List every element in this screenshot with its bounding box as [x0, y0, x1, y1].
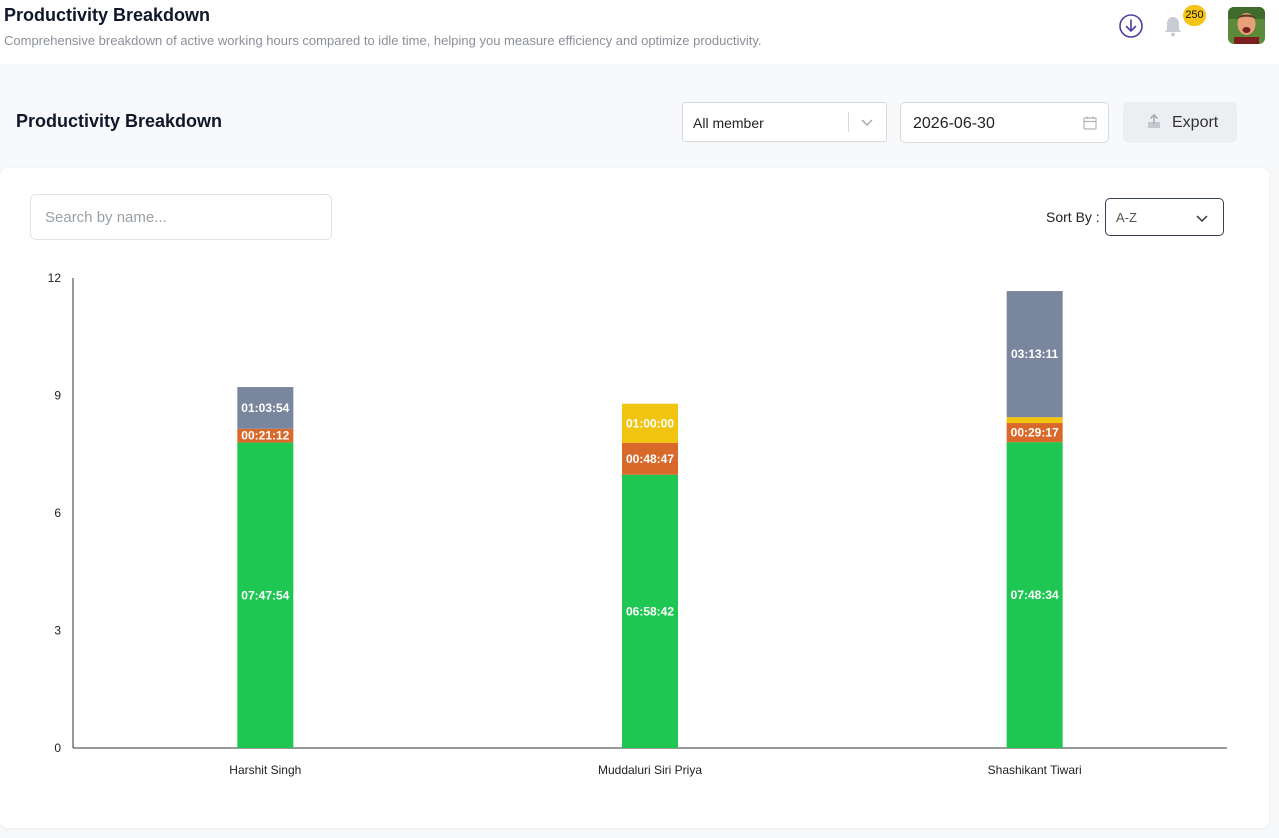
search-input[interactable]: [30, 194, 332, 240]
bar-data-label: 07:47:54: [241, 588, 289, 602]
bar-data-label: 00:21:12: [241, 429, 289, 443]
y-tick-label: 12: [48, 271, 62, 285]
bar-segment: [1006, 423, 1063, 443]
page-title: Productivity Breakdown: [4, 5, 211, 25]
sort-select[interactable]: A-Z: [1105, 198, 1224, 236]
calendar-icon: [1083, 116, 1097, 130]
bar-segment: [622, 474, 678, 748]
export-button[interactable]: Export: [1123, 102, 1237, 143]
bar-data-label: 07:48:34: [1011, 588, 1059, 602]
x-tick-label: Shashikant Tiwari: [988, 763, 1082, 777]
chevron-down-icon: [1196, 215, 1208, 223]
select-divider: [848, 112, 849, 132]
bell-icon[interactable]: [1162, 14, 1184, 38]
x-tick-label: Muddaluri Siri Priya: [598, 763, 702, 777]
bar-data-label: 06:58:42: [626, 604, 674, 618]
bar-segment: [622, 442, 678, 475]
y-tick-label: 9: [54, 389, 61, 403]
sort-value: A-Z: [1116, 210, 1137, 225]
bar-segment: [1006, 417, 1063, 424]
member-filter-select[interactable]: All member: [682, 102, 887, 142]
date-picker[interactable]: 2026-06-30: [900, 102, 1109, 143]
section-title: Productivity Breakdown: [16, 111, 223, 131]
bar-data-label: 00:48:47: [626, 452, 674, 466]
download-icon[interactable]: [1118, 13, 1144, 39]
bar-segment: [1006, 291, 1063, 418]
y-tick-label: 0: [54, 741, 61, 755]
bar-data-label: 03:13:11: [1011, 347, 1059, 361]
bar-segment: [1006, 442, 1063, 748]
y-tick-label: 3: [54, 624, 61, 638]
date-value: 2026-06-30: [913, 115, 995, 132]
y-tick-label: 6: [54, 506, 61, 520]
export-label: Export: [1172, 114, 1219, 131]
sort-label: Sort By :: [1046, 209, 1100, 225]
member-filter-value: All member: [693, 115, 764, 131]
x-tick-label: Harshit Singh: [229, 763, 301, 777]
bar-segment: [237, 442, 294, 748]
top-bar: Productivity Breakdown Comprehensive bre…: [0, 0, 1279, 64]
productivity-bar-chart: 0 3 6 9 12 07:47:54 00:21:12 01:03:54 Harshit Si…: [48, 271, 1227, 777]
user-avatar[interactable]: [1228, 7, 1265, 44]
bar-data-label: 01:03:54: [241, 401, 289, 415]
bar-data-label: 01:00:00: [626, 416, 674, 430]
chevron-down-icon: [861, 119, 873, 127]
upload-icon: [1148, 113, 1160, 128]
bar-segment: [622, 403, 678, 443]
bar-segment: [237, 387, 294, 429]
page-subtitle: Comprehensive breakdown of active workin…: [4, 33, 762, 48]
bar-segment: [237, 428, 294, 443]
notification-count-badge: 250: [1183, 5, 1206, 26]
bar-data-label: 00:29:17: [1011, 426, 1059, 440]
